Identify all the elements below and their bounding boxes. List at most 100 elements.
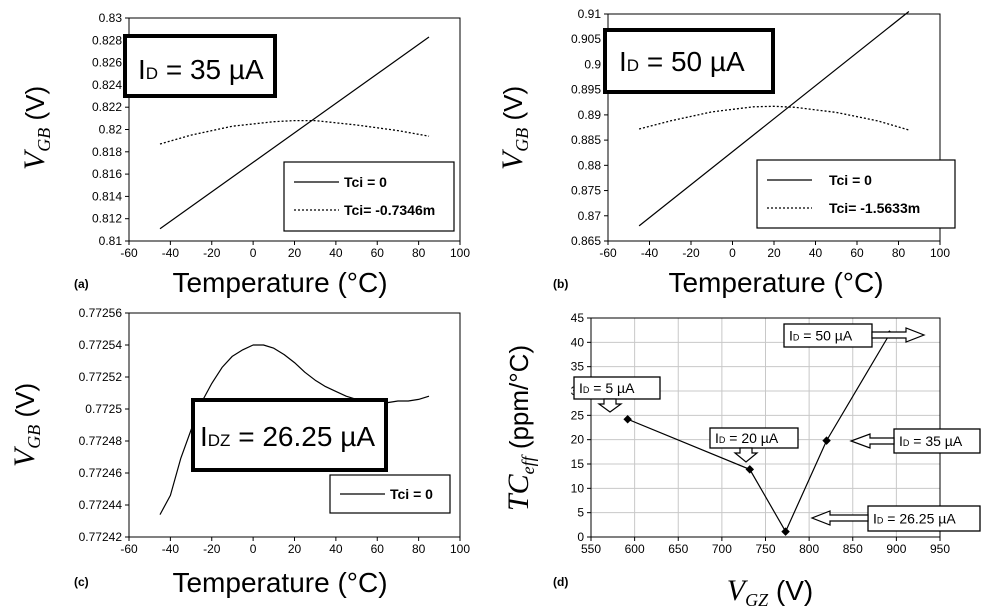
series-line-2 xyxy=(638,105,910,131)
x-tick-label: 900 xyxy=(886,542,906,556)
x-tick-label: 100 xyxy=(450,542,470,556)
y-tick-label: 0.816 xyxy=(92,167,122,181)
y-tick-label: 0.77242 xyxy=(79,530,123,544)
x-tick-label: 0 xyxy=(250,246,257,260)
point-label-text: ID = 5 µA xyxy=(579,380,635,396)
x-tick-label: 800 xyxy=(799,542,819,556)
y-tick-label: 0.824 xyxy=(92,78,122,92)
annotation-box xyxy=(191,398,388,472)
y-tick-label: 40 xyxy=(571,335,585,349)
y-tick-label: 0.828 xyxy=(92,33,122,47)
x-tick-label: 60 xyxy=(850,246,864,260)
chart-panel-1: -60 -40 -20 0 20 40 60 80 100 0.81 0.812 0.814 0.816… xyxy=(18,11,470,298)
y-tick-label: 0 xyxy=(577,530,584,544)
annotation-box xyxy=(123,34,277,98)
y-tick-label: 0.814 xyxy=(92,189,122,203)
x-axis-label: Temperature (°C) xyxy=(172,267,387,298)
legend-label: Tci = 0 xyxy=(344,174,387,190)
x-axis-label: VGZ (V) xyxy=(727,574,813,608)
point-label-box xyxy=(709,427,799,449)
y-tick-label: 10 xyxy=(571,481,585,495)
y-tick-label: 0.865 xyxy=(571,234,601,248)
y-tick-label: 20 xyxy=(571,433,585,447)
x-tick-label: -60 xyxy=(599,246,617,260)
x-tick-label: 80 xyxy=(892,246,906,260)
y-tick-label: 0.895 xyxy=(571,83,601,97)
x-tick-label: 40 xyxy=(809,246,823,260)
data-point xyxy=(745,465,755,474)
y-tick-label: 0.87 xyxy=(578,209,602,223)
y-tick-label: 35 xyxy=(571,360,585,374)
series-line-1 xyxy=(159,36,430,230)
x-tick-label: 80 xyxy=(412,542,426,556)
annotation-text: IDZ = 26.25 µA xyxy=(200,421,375,452)
x-axis-label: Temperature (°C) xyxy=(172,567,387,598)
chart-panel-3: -60 -40 -20 0 20 40 60 80 100 0.77242 0.77244 0.772… xyxy=(8,306,470,598)
callout-arrow xyxy=(597,398,623,413)
y-tick-label: 0.826 xyxy=(92,56,122,70)
x-tick-label: 20 xyxy=(288,542,302,556)
x-tick-label: 60 xyxy=(371,246,385,260)
x-tick-label: 20 xyxy=(288,246,302,260)
panel-label: (a) xyxy=(74,277,89,291)
x-tick-label: -60 xyxy=(120,246,138,260)
x-tick-label: -20 xyxy=(682,246,700,260)
point-label-box xyxy=(573,376,661,400)
y-tick-label: 0.77254 xyxy=(79,338,123,352)
annotation-text: ID = 35 µA xyxy=(138,54,264,85)
y-tick-label: 0.81 xyxy=(99,234,123,248)
data-point xyxy=(781,527,790,536)
x-tick-label: -40 xyxy=(162,542,180,556)
x-tick-label: -60 xyxy=(120,542,138,556)
y-tick-label: 0.77252 xyxy=(79,370,123,384)
point-label-text: ID = 50 µA xyxy=(789,328,853,344)
y-tick-label: 0.77256 xyxy=(79,306,123,320)
y-tick-label: 0.905 xyxy=(571,32,601,46)
y-axis-label: TCeff (ppm/°C) xyxy=(502,345,538,511)
point-label-box xyxy=(867,505,981,532)
legend-label: Tci = 0 xyxy=(829,172,872,188)
x-tick-label: 750 xyxy=(755,542,775,556)
y-tick-label: 0.812 xyxy=(92,212,122,226)
x-tick-label: 950 xyxy=(930,542,950,556)
y-axis-label: VGB (V) xyxy=(18,86,54,170)
point-label-text: ID = 26.25 µA xyxy=(873,511,956,527)
callout-arrow xyxy=(810,510,869,526)
x-tick-label: 650 xyxy=(668,542,688,556)
x-tick-label: 100 xyxy=(450,246,470,260)
x-tick-label: 40 xyxy=(329,542,343,556)
panel-label: (c) xyxy=(74,575,89,589)
y-tick-label: 0.88 xyxy=(578,158,602,172)
x-tick-label: 100 xyxy=(930,246,950,260)
y-tick-label: 15 xyxy=(571,457,585,471)
x-tick-label: 40 xyxy=(329,246,343,260)
panel-label: (b) xyxy=(553,277,568,291)
y-tick-label: 0.77244 xyxy=(79,498,123,512)
y-tick-label: 25 xyxy=(571,408,585,422)
annotation-box xyxy=(603,28,775,94)
x-tick-label: 600 xyxy=(625,542,645,556)
data-point xyxy=(623,414,632,424)
x-tick-label: 0 xyxy=(250,542,257,556)
x-axis-label: Temperature (°C) xyxy=(668,267,883,298)
y-tick-label: 5 xyxy=(577,506,584,520)
series-line-1 xyxy=(638,11,910,227)
x-tick-label: 550 xyxy=(581,542,601,556)
callout-arrow xyxy=(849,433,895,449)
y-tick-label: 0.91 xyxy=(578,7,602,21)
y-tick-label: 0.83 xyxy=(99,11,123,25)
panel-label: (d) xyxy=(553,575,568,589)
legend-box xyxy=(756,159,956,229)
x-tick-label: -40 xyxy=(641,246,659,260)
y-axis-label: VGB (V) xyxy=(8,383,44,467)
y-tick-label: 0.7725 xyxy=(85,402,122,416)
x-tick-label: 0 xyxy=(729,246,736,260)
x-tick-label: 60 xyxy=(371,542,385,556)
point-label-text: ID = 20 µA xyxy=(715,430,779,446)
x-tick-label: -40 xyxy=(162,246,180,260)
x-tick-label: -20 xyxy=(203,246,221,260)
legend-label: Tci = 0 xyxy=(390,486,433,502)
y-tick-label: 0.818 xyxy=(92,145,122,159)
callout-arrow xyxy=(871,327,926,343)
